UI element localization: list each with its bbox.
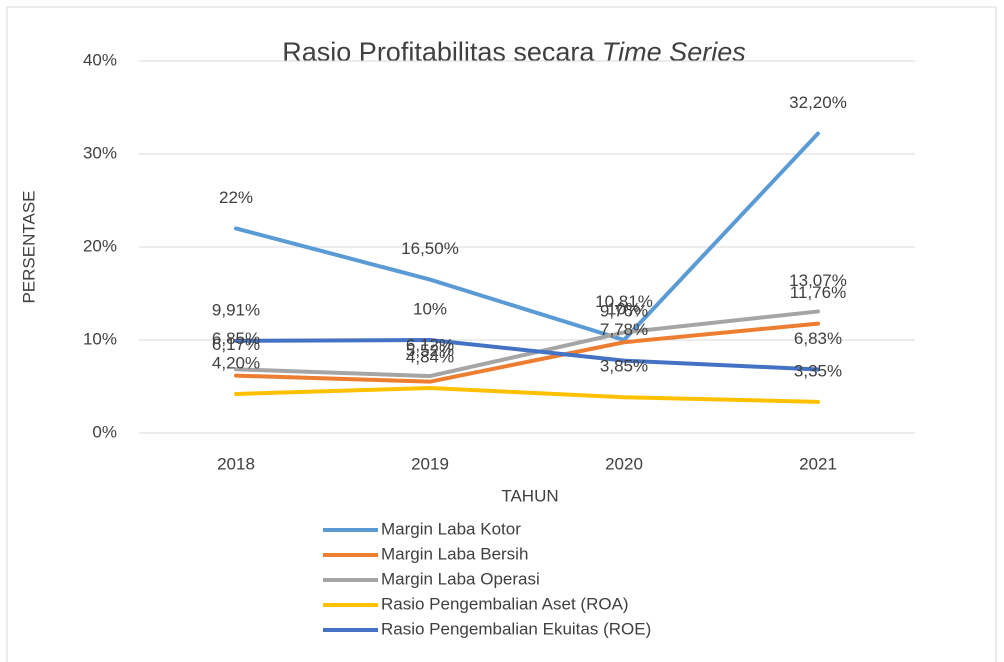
data-label: 7,78% xyxy=(600,320,648,339)
data-label: 4,20% xyxy=(212,353,260,372)
legend-label: Rasio Pengembalian Aset (ROA) xyxy=(381,594,629,613)
data-label: 10% xyxy=(607,299,641,318)
data-label: 6,83% xyxy=(794,329,842,348)
data-label: 16,50% xyxy=(401,239,459,258)
legend-label: Rasio Pengembalian Ekuitas (ROE) xyxy=(381,619,651,638)
y-tick-label: 40% xyxy=(83,50,117,69)
data-label: 3,35% xyxy=(794,361,842,380)
legend-label: Margin Laba Operasi xyxy=(381,569,540,588)
data-label: 32,20% xyxy=(789,93,847,112)
y-tick-label: 10% xyxy=(83,329,117,348)
data-label: 10% xyxy=(413,299,447,318)
data-label: 9,91% xyxy=(212,300,260,319)
data-label: 6,12% xyxy=(406,336,454,355)
series-line xyxy=(234,131,820,342)
chart-frame xyxy=(6,6,997,662)
y-tick-label: 20% xyxy=(83,236,117,255)
y-axis-label: PERSENTASE xyxy=(19,190,38,303)
legend-label: Margin Laba Kotor xyxy=(381,519,521,538)
data-label: 3,85% xyxy=(600,357,648,376)
x-tick-label: 2019 xyxy=(411,454,449,473)
y-tick-label: 30% xyxy=(83,143,117,162)
series-line xyxy=(234,321,820,384)
data-label: 6,17% xyxy=(212,335,260,354)
chart-title: Rasio Profitabilitas secara Time Series xyxy=(282,37,745,67)
x-tick-label: 2020 xyxy=(605,454,643,473)
x-tick-label: 2021 xyxy=(799,454,837,473)
data-label: 13,07% xyxy=(789,271,847,290)
data-label: 22% xyxy=(219,188,253,207)
data-label: 4,84% xyxy=(406,347,454,366)
data-label: 6,85% xyxy=(212,329,260,348)
y-tick-label: 0% xyxy=(92,422,117,441)
legend-label: Margin Laba Bersih xyxy=(381,544,528,563)
data-label: 10,81% xyxy=(595,292,653,311)
data-label: 9,76% xyxy=(600,302,648,321)
series-line xyxy=(234,385,820,404)
series-line xyxy=(234,309,820,379)
data-label: 5,52% xyxy=(406,341,454,360)
x-axis-label: TAHUN xyxy=(501,486,558,505)
x-tick-label: 2018 xyxy=(217,454,255,473)
data-label: 11,76% xyxy=(790,283,846,302)
series-line xyxy=(234,338,820,372)
